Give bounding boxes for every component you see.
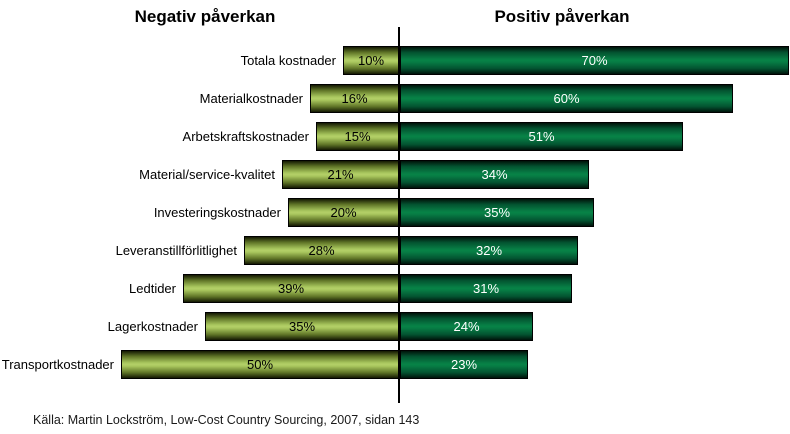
- center-axis-line: [398, 27, 400, 403]
- negative-value-label: 35%: [288, 319, 316, 334]
- positive-bar: 60%: [400, 84, 733, 113]
- category-label: Lagerkostnader: [107, 319, 198, 334]
- negative-value-label: 28%: [308, 243, 335, 258]
- positive-value-label: 32%: [475, 243, 503, 258]
- positive-value-label: 70%: [581, 53, 608, 68]
- negative-value-label: 39%: [277, 281, 305, 296]
- positive-bar: 70%: [400, 46, 789, 75]
- positive-bar: 32%: [400, 236, 578, 265]
- negative-bar: 39%: [183, 274, 399, 303]
- positive-value-label: 60%: [553, 91, 580, 106]
- source-citation: Källa: Martin Lockström, Low-Cost Countr…: [33, 413, 420, 427]
- category-label: Leveranstillförlitlighet: [115, 243, 237, 258]
- category-label: Totala kostnader: [240, 53, 336, 68]
- negative-value-label: 16%: [341, 91, 368, 106]
- negative-bar: 10%: [343, 46, 399, 75]
- category-label: Arbetskraftskostnader: [182, 129, 309, 144]
- negative-bar: 50%: [121, 350, 399, 379]
- negative-bar: 28%: [244, 236, 399, 265]
- negative-bar: 21%: [282, 160, 399, 189]
- positive-bar: 51%: [400, 122, 683, 151]
- category-label: Transportkostnader: [1, 357, 114, 372]
- positive-bar: 34%: [400, 160, 589, 189]
- category-label: Investeringskostnader: [153, 205, 281, 220]
- positive-value-label: 23%: [450, 357, 478, 372]
- category-label: Materialkostnader: [199, 91, 303, 106]
- negative-value-label: 15%: [344, 129, 371, 144]
- category-label: Material/service-kvalitet: [139, 167, 275, 182]
- positive-value-label: 51%: [528, 129, 555, 144]
- positive-value-label: 34%: [481, 167, 508, 182]
- negative-value-label: 50%: [246, 357, 274, 372]
- negative-value-label: 20%: [330, 205, 357, 220]
- negative-bar: 35%: [205, 312, 399, 341]
- negative-bar: 15%: [316, 122, 399, 151]
- positive-bar: 35%: [400, 198, 594, 227]
- negative-bar: 20%: [288, 198, 399, 227]
- positive-bar: 24%: [400, 312, 533, 341]
- positive-value-label: 24%: [453, 319, 480, 334]
- positive-value-label: 31%: [472, 281, 500, 296]
- negative-bar: 16%: [310, 84, 399, 113]
- positive-bar: 31%: [400, 274, 572, 303]
- negative-value-label: 21%: [327, 167, 354, 182]
- positive-bar: 23%: [400, 350, 528, 379]
- negative-impact-title: Negativ påverkan: [134, 7, 276, 26]
- category-label: Ledtider: [129, 281, 176, 296]
- negative-value-label: 10%: [357, 53, 385, 68]
- positive-impact-title: Positiv påverkan: [494, 7, 630, 26]
- positive-value-label: 35%: [483, 205, 511, 220]
